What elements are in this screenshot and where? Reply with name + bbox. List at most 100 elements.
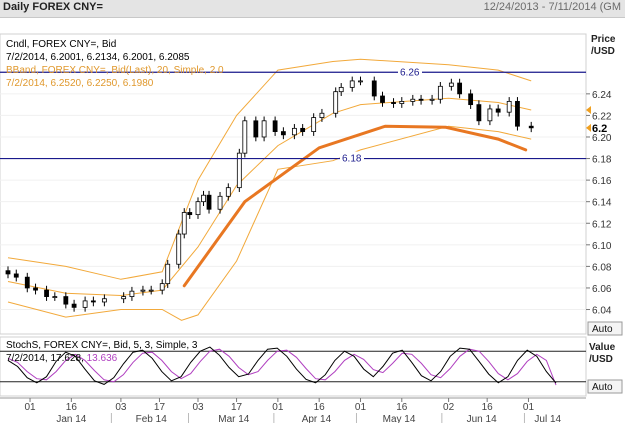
price-axis-title: Price: [591, 34, 616, 45]
stoch-panel: StochS, FOREX CNY=, Bid, 5, 3, Simple, 3…: [0, 336, 623, 397]
legend-bband-title: BBand, FOREX CNY=, Bid(Last), 20, Simple…: [6, 65, 224, 76]
candle-body: [515, 100, 520, 127]
x-day-label: 03: [115, 402, 127, 413]
window-title: Daily FOREX CNY=: [3, 1, 103, 13]
x-month-label: Apr 14: [302, 414, 332, 423]
x-day-label: 01: [355, 402, 367, 413]
price-plot-area: [0, 33, 587, 335]
x-day-label: 16: [314, 402, 326, 413]
candle-body: [506, 100, 512, 113]
trend-arc: [182, 124, 528, 288]
candle-body: [333, 91, 339, 114]
candle-body: [121, 296, 127, 300]
price-auto-button[interactable]: [587, 321, 623, 336]
candle-body: [90, 300, 96, 303]
candle-body: [242, 120, 248, 154]
price-grid: [0, 93, 586, 311]
candle-body: [338, 86, 344, 93]
candle-body: [5, 270, 11, 275]
x-day-label: 01: [24, 402, 36, 413]
x-day-label: 17: [154, 402, 166, 413]
candle-body: [495, 108, 501, 113]
stoch-axis-title: Value: [589, 342, 616, 353]
stoch-auto-button[interactable]: [587, 379, 623, 394]
bollinger-bands: [7, 58, 532, 321]
candle-body: [311, 117, 317, 132]
candles: [5, 76, 534, 312]
candle-body: [13, 273, 19, 278]
candle-body: [300, 127, 306, 132]
y-tick-label: 6.18: [592, 155, 612, 166]
candle-body: [476, 104, 482, 122]
y-tick-label: 6.10: [592, 241, 612, 252]
candle-body: [280, 131, 286, 136]
bband-pointer: [586, 106, 591, 115]
y-tick-label: 6.06: [592, 284, 612, 295]
candle-body: [33, 287, 38, 291]
legend-candle-values: 7/2/2014, 6.2001, 6.2134, 6.2001, 6.2085: [6, 52, 190, 63]
candle-body: [487, 108, 493, 122]
candle-body: [319, 112, 325, 118]
candle-body: [371, 80, 377, 97]
x-axis: 01 16 03 17 03 17 01 16 01 16 02 16 01 Jan 14 Feb 14 Ma…: [0, 397, 586, 423]
candle-body: [457, 82, 463, 95]
candle-body: [82, 300, 88, 308]
x-month-label: Jan 14: [56, 414, 86, 423]
bband-upper: [7, 58, 532, 280]
last-price-label: 6.2: [592, 123, 607, 135]
horizontal-lines[interactable]: 6.26 6.18: [0, 65, 586, 165]
candle-body: [140, 289, 146, 292]
candle-body: [448, 82, 454, 87]
date-range-info: 12/24/2013 - 7/11/2014 (GM: [483, 1, 621, 13]
stoch-auto-label[interactable]: Auto: [592, 382, 613, 393]
stoch-plot-area: [0, 336, 587, 397]
candle-body: [528, 125, 534, 129]
hline-label: 6.18: [342, 154, 362, 165]
candle-body: [225, 187, 231, 197]
candle-body: [391, 102, 396, 104]
price-auto-label[interactable]: Auto: [592, 324, 613, 335]
candle-body: [380, 95, 385, 103]
x-month-label: Mar 14: [218, 414, 250, 423]
candle-body: [148, 289, 154, 292]
candle-body: [236, 152, 242, 189]
candle-body: [201, 194, 206, 203]
x-month-label: May 14: [383, 414, 416, 423]
candle-body: [253, 120, 259, 138]
candle-body: [349, 80, 355, 88]
legend-bband-values: 7/2/2014, 6.2520, 6.2250, 6.1980: [6, 78, 154, 89]
stoch-legend-values: 7/2/2014, 17.628, 13.636: [6, 353, 118, 364]
stoch-legend-d-value: 13.636: [87, 353, 118, 364]
y-tick-label: 6.20: [592, 133, 612, 144]
stoch-k-line: [7, 346, 557, 385]
candle-body: [418, 98, 424, 101]
x-day-label: 16: [482, 402, 494, 413]
x-day-label: 16: [66, 402, 78, 413]
hline-label: 6.26: [400, 67, 420, 78]
y-tick-label: 6.08: [592, 262, 612, 273]
candle-body: [176, 233, 182, 265]
title-bar: Daily FOREX CNY= 12/24/2013 - 7/11/2014 …: [0, 0, 625, 18]
candle-body: [399, 100, 405, 104]
x-day-label: 03: [192, 402, 204, 413]
stoch-legend-title: StochS, FOREX CNY=, Bid, 5, 3, Simple, 3: [6, 340, 198, 351]
x-day-label: 02: [443, 402, 455, 413]
y-tick-label: 6.12: [592, 219, 612, 230]
x-month-label: Jul 14: [534, 414, 561, 423]
y-tick-label: 6.04: [592, 306, 612, 317]
candle-body: [429, 98, 435, 101]
price-panel: 6.26 6.18 6.04 6.06 6.08 6.10 6.12 6.14 6.16 6.1…: [0, 33, 623, 336]
candle-body: [195, 201, 201, 216]
hline-label-bg: [340, 151, 364, 164]
chart-canvas: 6.26 6.18 6.04 6.06 6.08 6.10 6.12 6.14 6.16 6.1…: [0, 18, 625, 423]
candle-body: [52, 296, 58, 298]
candle-body: [159, 283, 165, 291]
candle-body: [181, 212, 187, 235]
candle-body: [206, 194, 212, 210]
candle-body: [24, 276, 30, 289]
candle-body: [261, 120, 267, 138]
x-day-label: 16: [396, 402, 408, 413]
candle-body: [217, 195, 223, 210]
candle-body: [291, 127, 297, 136]
